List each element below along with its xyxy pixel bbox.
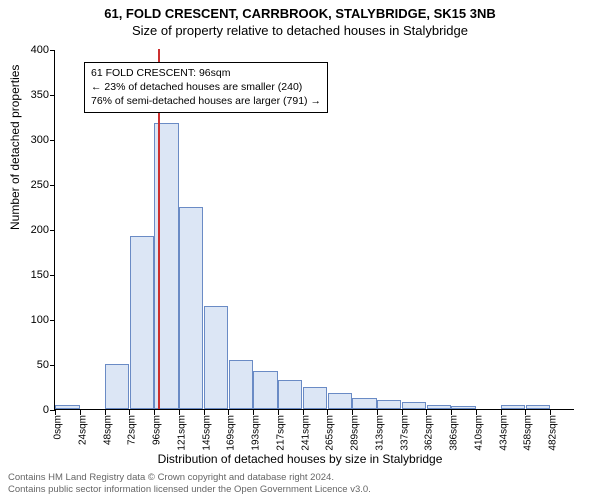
y-tick-label: 150: [15, 269, 49, 281]
x-tick-label: 96sqm: [152, 415, 163, 445]
histogram-bar: [402, 402, 426, 409]
histogram-bar: [501, 405, 525, 410]
x-tick-label: 337sqm: [399, 415, 410, 451]
annotation-box: 61 FOLD CRESCENT: 96sqm← 23% of detached…: [84, 62, 328, 113]
histogram-bar: [179, 207, 203, 410]
x-tick-label: 362sqm: [424, 415, 435, 451]
y-tick-label: 100: [15, 314, 49, 326]
y-tick-label: 300: [15, 134, 49, 146]
x-axis-label: Distribution of detached houses by size …: [0, 452, 600, 466]
x-tick-label: 289sqm: [350, 415, 361, 451]
histogram-bar: [377, 400, 401, 409]
x-tick-label: 193sqm: [251, 415, 262, 451]
x-tick-label: 24sqm: [77, 415, 88, 445]
page-title: 61, FOLD CRESCENT, CARRBROOK, STALYBRIDG…: [0, 6, 600, 21]
x-tick-label: 241sqm: [300, 415, 311, 451]
histogram-bar: [303, 387, 327, 410]
y-tick-mark: [50, 230, 55, 231]
histogram-bar: [278, 380, 302, 409]
page-subtitle: Size of property relative to detached ho…: [0, 23, 600, 38]
x-tick-label: 0sqm: [53, 415, 64, 439]
title-block: 61, FOLD CRESCENT, CARRBROOK, STALYBRIDG…: [0, 0, 600, 38]
x-tick-label: 72sqm: [127, 415, 138, 445]
y-tick-mark: [50, 275, 55, 276]
histogram-bar: [253, 371, 277, 409]
annotation-line: ← 23% of detached houses are smaller (24…: [91, 80, 321, 94]
x-tick-label: 313sqm: [374, 415, 385, 451]
x-tick-label: 458sqm: [523, 415, 534, 451]
x-tick-label: 265sqm: [325, 415, 336, 451]
y-tick-label: 200: [15, 224, 49, 236]
annotation-line: 61 FOLD CRESCENT: 96sqm: [91, 66, 321, 80]
x-tick-label: 48sqm: [102, 415, 113, 445]
histogram-bar: [328, 393, 352, 409]
x-tick-label: 121sqm: [176, 415, 187, 451]
footer-line-1: Contains HM Land Registry data © Crown c…: [8, 472, 371, 484]
histogram-bar: [55, 405, 79, 410]
histogram-bar: [204, 306, 228, 410]
histogram-bar: [451, 406, 475, 409]
y-tick-label: 0: [15, 404, 49, 416]
x-tick-label: 386sqm: [449, 415, 460, 451]
histogram-bar: [352, 398, 376, 409]
histogram-bar: [105, 364, 129, 409]
x-tick-label: 482sqm: [548, 415, 559, 451]
x-tick-label: 145sqm: [201, 415, 212, 451]
x-tick-label: 217sqm: [275, 415, 286, 451]
y-tick-label: 250: [15, 179, 49, 191]
y-tick-label: 350: [15, 89, 49, 101]
y-tick-label: 50: [15, 359, 49, 371]
y-tick-label: 400: [15, 44, 49, 56]
histogram-bar: [229, 360, 253, 410]
histogram-bar: [427, 405, 451, 410]
x-tick-label: 410sqm: [473, 415, 484, 451]
chart-area: 0501001502002503003504000sqm24sqm48sqm72…: [54, 50, 574, 410]
y-tick-mark: [50, 95, 55, 96]
footer-line-2: Contains public sector information licen…: [8, 484, 371, 496]
footer-attribution: Contains HM Land Registry data © Crown c…: [8, 472, 371, 496]
y-tick-mark: [50, 320, 55, 321]
annotation-line: 76% of semi-detached houses are larger (…: [91, 94, 321, 108]
y-tick-mark: [50, 50, 55, 51]
x-tick-label: 169sqm: [226, 415, 237, 451]
y-tick-mark: [50, 140, 55, 141]
histogram-bar: [526, 405, 550, 410]
y-tick-mark: [50, 185, 55, 186]
histogram-bar: [130, 236, 154, 409]
y-tick-mark: [50, 365, 55, 366]
x-tick-label: 434sqm: [498, 415, 509, 451]
